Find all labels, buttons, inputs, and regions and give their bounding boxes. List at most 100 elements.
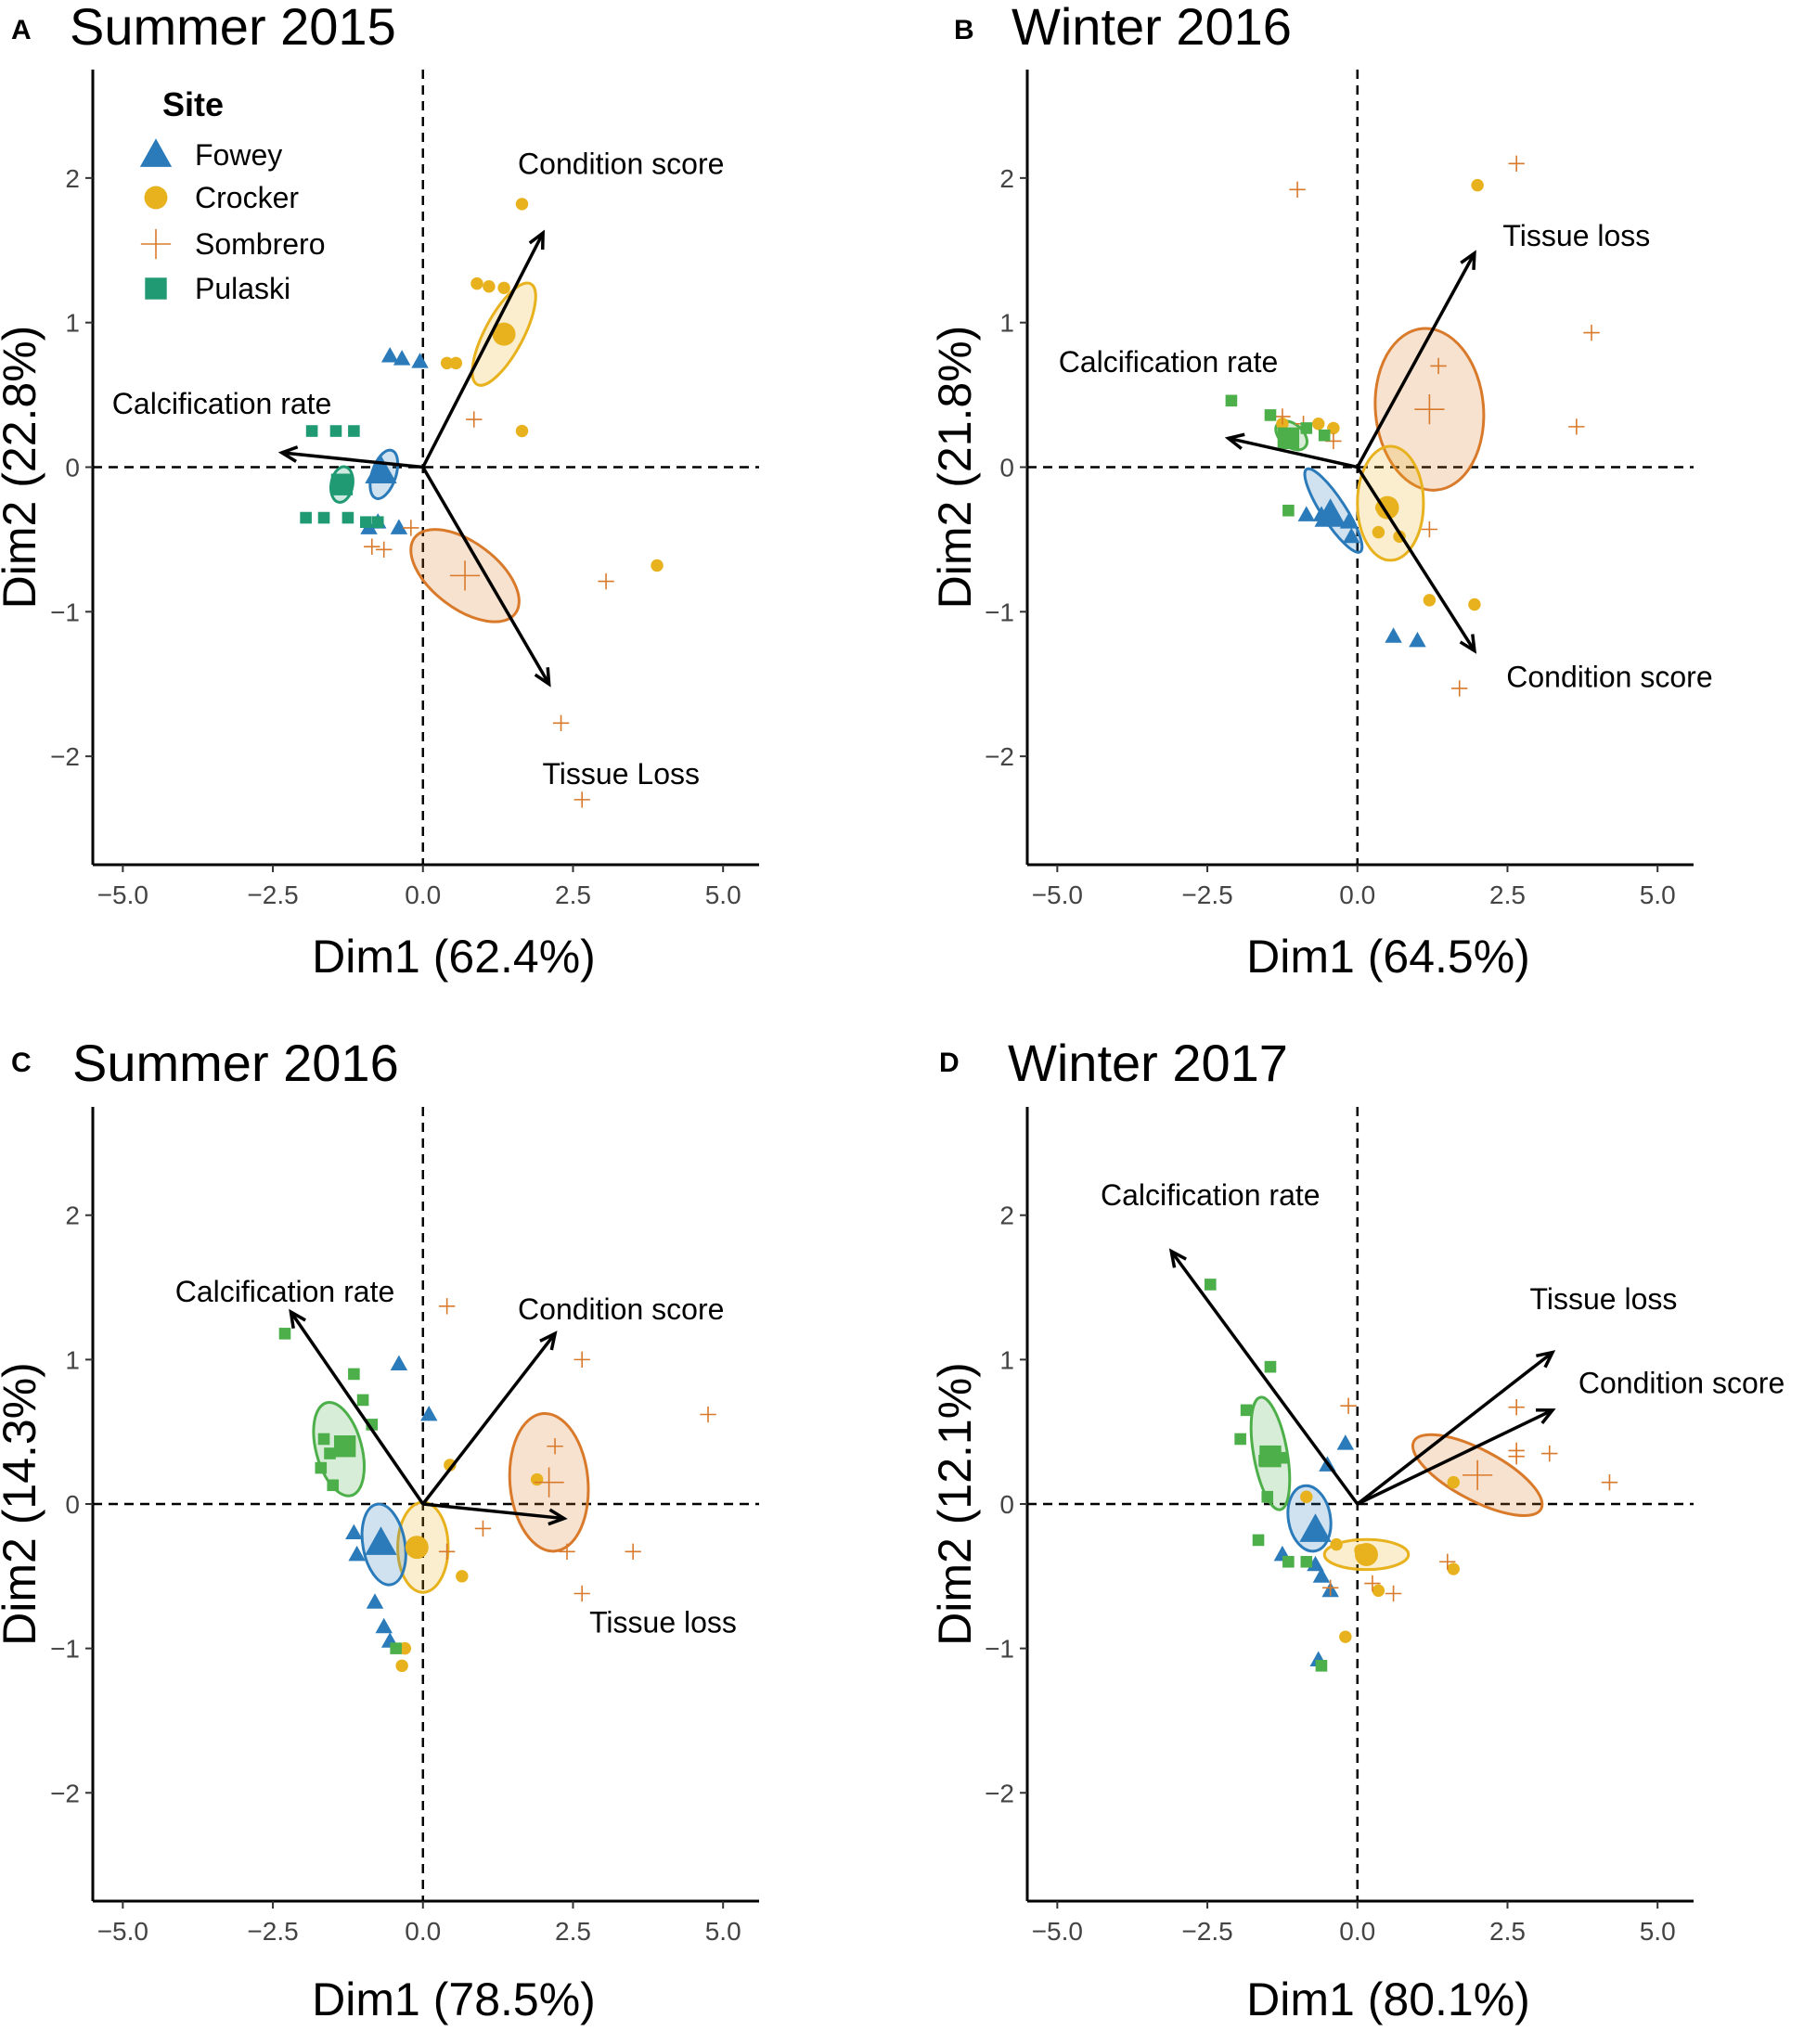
fowey-point (1385, 627, 1402, 643)
variable-arrowhead (539, 1331, 558, 1351)
crocker-point (1330, 1537, 1343, 1551)
site-legend: Site Fowey Crocker Sombrero Pulaski (139, 85, 326, 305)
crocker-point (530, 1472, 544, 1486)
fowey-point (1297, 506, 1316, 521)
crocker-point (497, 281, 510, 295)
variable-arrow-label: Condition score (1578, 1366, 1785, 1399)
y-tick-label: 0 (65, 454, 80, 482)
sombrero-point (1541, 1445, 1558, 1462)
sombrero-point (1321, 1579, 1339, 1596)
legend-item-label: Pulaski (195, 272, 290, 305)
fowey-centroid (365, 455, 397, 484)
y-tick-label: −2 (985, 742, 1014, 771)
variable-arrow-label: Calcification rate (1059, 345, 1279, 379)
crocker-point (1312, 418, 1325, 431)
x-tick-label: 0.0 (405, 1917, 441, 1946)
variable-arrow (1356, 1351, 1554, 1506)
x-tick-label: −2.5 (1181, 1917, 1232, 1946)
pulaski-point (1282, 504, 1295, 517)
x-tick-label: −5.0 (1032, 881, 1083, 909)
sombrero-point (1508, 1399, 1525, 1416)
fowey-centroid (1299, 1513, 1332, 1542)
legend-item-label: Sombrero (195, 227, 326, 261)
pulaski-point (1240, 1404, 1253, 1417)
panel-title: Winter 2017 (1008, 1034, 1288, 1092)
variable-arrow-label: Condition score (518, 1292, 724, 1326)
y-tick-label: 0 (65, 1490, 80, 1519)
sombrero-point (700, 1406, 716, 1423)
legend-symbol-sombrero (140, 228, 172, 260)
x-tick-label: 5.0 (705, 1917, 741, 1946)
variable-arrow-label: Condition score (518, 147, 724, 180)
legend-symbol-fowey (139, 138, 173, 167)
y-tick-label: 1 (999, 309, 1014, 338)
y-axis-label: Dim2 (14.3%) (0, 1362, 45, 1646)
variable-arrow-label: Calcification rate (112, 387, 332, 420)
x-tick-label: 5.0 (1640, 881, 1676, 909)
fowey-point (1336, 1434, 1355, 1450)
legend-item-label: Crocker (195, 181, 299, 214)
sombrero-point (1508, 1447, 1525, 1465)
pulaski-point (1261, 1490, 1274, 1503)
crocker-point (515, 198, 529, 211)
sombrero-point (1364, 1575, 1381, 1592)
fowey-point (390, 519, 408, 534)
sombrero-point (1583, 324, 1600, 341)
pulaski-point (348, 1368, 360, 1381)
variable-arrow (1228, 436, 1359, 469)
legend-title: Site (162, 85, 224, 123)
crocker-point (398, 1641, 412, 1655)
pulaski-point (317, 1433, 330, 1446)
variable-arrowhead (1460, 250, 1476, 270)
y-tick-label: 2 (999, 164, 1014, 193)
pulaski-point (1234, 1433, 1246, 1446)
sombrero-point (573, 1351, 590, 1369)
pulaski-centroid (1277, 427, 1300, 450)
crocker-point (1423, 594, 1437, 607)
variable-arrow (1357, 1408, 1553, 1506)
sombrero-point (1289, 181, 1306, 199)
panel-d: D Winter 2017 −5.0 −2.5 0.0 2.5 5.0 2 1 0 −1 −2 Dim1… (929, 1034, 1785, 2025)
pulaski-point (390, 1642, 402, 1654)
fowey-centroid (365, 1526, 397, 1555)
sombrero-point (1601, 1473, 1618, 1491)
variable-arrowhead (528, 229, 545, 251)
sombrero-point (364, 538, 380, 555)
legend-symbol-crocker (144, 186, 168, 210)
y-tick-label: 1 (999, 1345, 1014, 1374)
sombrero-point (552, 714, 570, 731)
variable-arrow (1169, 1250, 1359, 1506)
sombrero-point (547, 1438, 563, 1455)
variable-arrow-label: Tissue loss (589, 1606, 737, 1639)
crocker-point (470, 276, 483, 290)
crocker-point (1300, 1490, 1313, 1503)
sombrero-point (1385, 1585, 1402, 1602)
variable-arrow (1356, 466, 1476, 652)
variable-arrowhead (1536, 1350, 1556, 1369)
y-tick-label: −1 (50, 598, 80, 626)
y-tick-label: 2 (999, 1202, 1014, 1230)
variable-arrowhead (534, 667, 551, 688)
sombrero-point (1430, 357, 1447, 375)
pulaski-point (324, 1447, 336, 1459)
fowey-point (1343, 527, 1360, 544)
panel-letter: B (954, 15, 974, 45)
variable-arrow-label: Calcification rate (1101, 1178, 1321, 1212)
sombrero-point (466, 411, 483, 428)
pulaski-point (348, 425, 360, 437)
y-tick-label: −2 (985, 1779, 1014, 1807)
crocker-point (1339, 1630, 1352, 1643)
x-tick-label: −5.0 (97, 1917, 148, 1946)
variable-arrow (1356, 252, 1476, 469)
y-tick-label: −1 (985, 1635, 1014, 1664)
fowey-point (419, 1405, 438, 1421)
crocker-centroid (492, 322, 516, 346)
variable-arrow-label: Calcification rate (175, 1275, 395, 1308)
panel-letter: A (11, 15, 32, 45)
y-tick-label: 0 (999, 1490, 1014, 1519)
pulaski-point (300, 511, 312, 524)
variable-arrowhead (1535, 1408, 1556, 1425)
crocker-point (444, 1459, 457, 1472)
fowey-point (393, 350, 411, 366)
x-tick-label: 2.5 (1489, 1917, 1526, 1946)
